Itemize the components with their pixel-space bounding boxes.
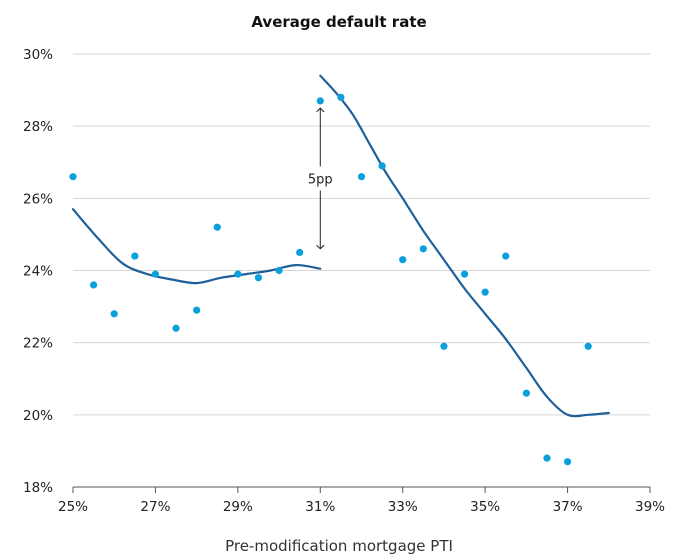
y-tick-label: 20% <box>23 408 53 424</box>
data-point <box>502 252 510 260</box>
data-point <box>296 248 304 257</box>
x-axis-label: Pre-modification mortgage PTI <box>225 537 453 555</box>
data-point <box>399 256 407 264</box>
trend-line <box>319 74 610 418</box>
data-point <box>543 454 551 462</box>
x-tick-label: 29% <box>223 499 253 515</box>
chart-title: Average default rate <box>251 13 426 31</box>
data-point <box>213 223 221 231</box>
data-point <box>234 270 242 278</box>
data-point <box>110 310 118 318</box>
y-tick-label: 18% <box>23 480 53 496</box>
data-point <box>275 266 283 275</box>
data-point <box>522 389 530 397</box>
data-point <box>193 306 201 314</box>
data-point <box>378 162 386 170</box>
data-point <box>131 252 139 260</box>
data-point <box>316 97 324 105</box>
y-tick-label: 28% <box>23 119 53 135</box>
trend-lines <box>71 74 610 418</box>
data-point <box>419 245 427 253</box>
gap-annotation: 5pp <box>308 108 333 249</box>
data-point <box>440 342 448 350</box>
data-point <box>563 458 572 466</box>
x-tick-label: 27% <box>140 499 170 515</box>
data-point <box>69 173 77 181</box>
data-point <box>151 270 160 278</box>
data-point <box>481 288 489 296</box>
data-point <box>254 274 263 282</box>
x-tick-label: 25% <box>58 499 88 515</box>
x-tick-label: 33% <box>388 499 418 515</box>
x-tick-label: 31% <box>305 499 335 515</box>
annotation-label: 5pp <box>308 172 333 187</box>
data-point <box>584 342 592 350</box>
trend-line <box>71 208 322 285</box>
grid-lines <box>73 53 650 416</box>
data-point <box>172 324 180 332</box>
y-axis-ticks: 18% 20% 22% 24% 26% 28% 30% <box>23 47 53 496</box>
y-tick-label: 22% <box>23 336 53 352</box>
data-point <box>357 173 366 181</box>
y-tick-label: 26% <box>23 191 53 207</box>
x-tick-label: 39% <box>635 499 665 515</box>
data-points <box>69 93 592 466</box>
data-point <box>337 93 345 101</box>
x-axis-ticks: 25% 27% 29% 31% 33% 35% 37% 39% <box>58 487 665 515</box>
x-tick-label: 35% <box>470 499 500 515</box>
y-tick-label: 30% <box>23 47 53 63</box>
data-point <box>460 270 469 278</box>
x-tick-label: 37% <box>553 499 583 515</box>
data-point <box>90 281 98 289</box>
y-tick-label: 24% <box>23 264 53 280</box>
